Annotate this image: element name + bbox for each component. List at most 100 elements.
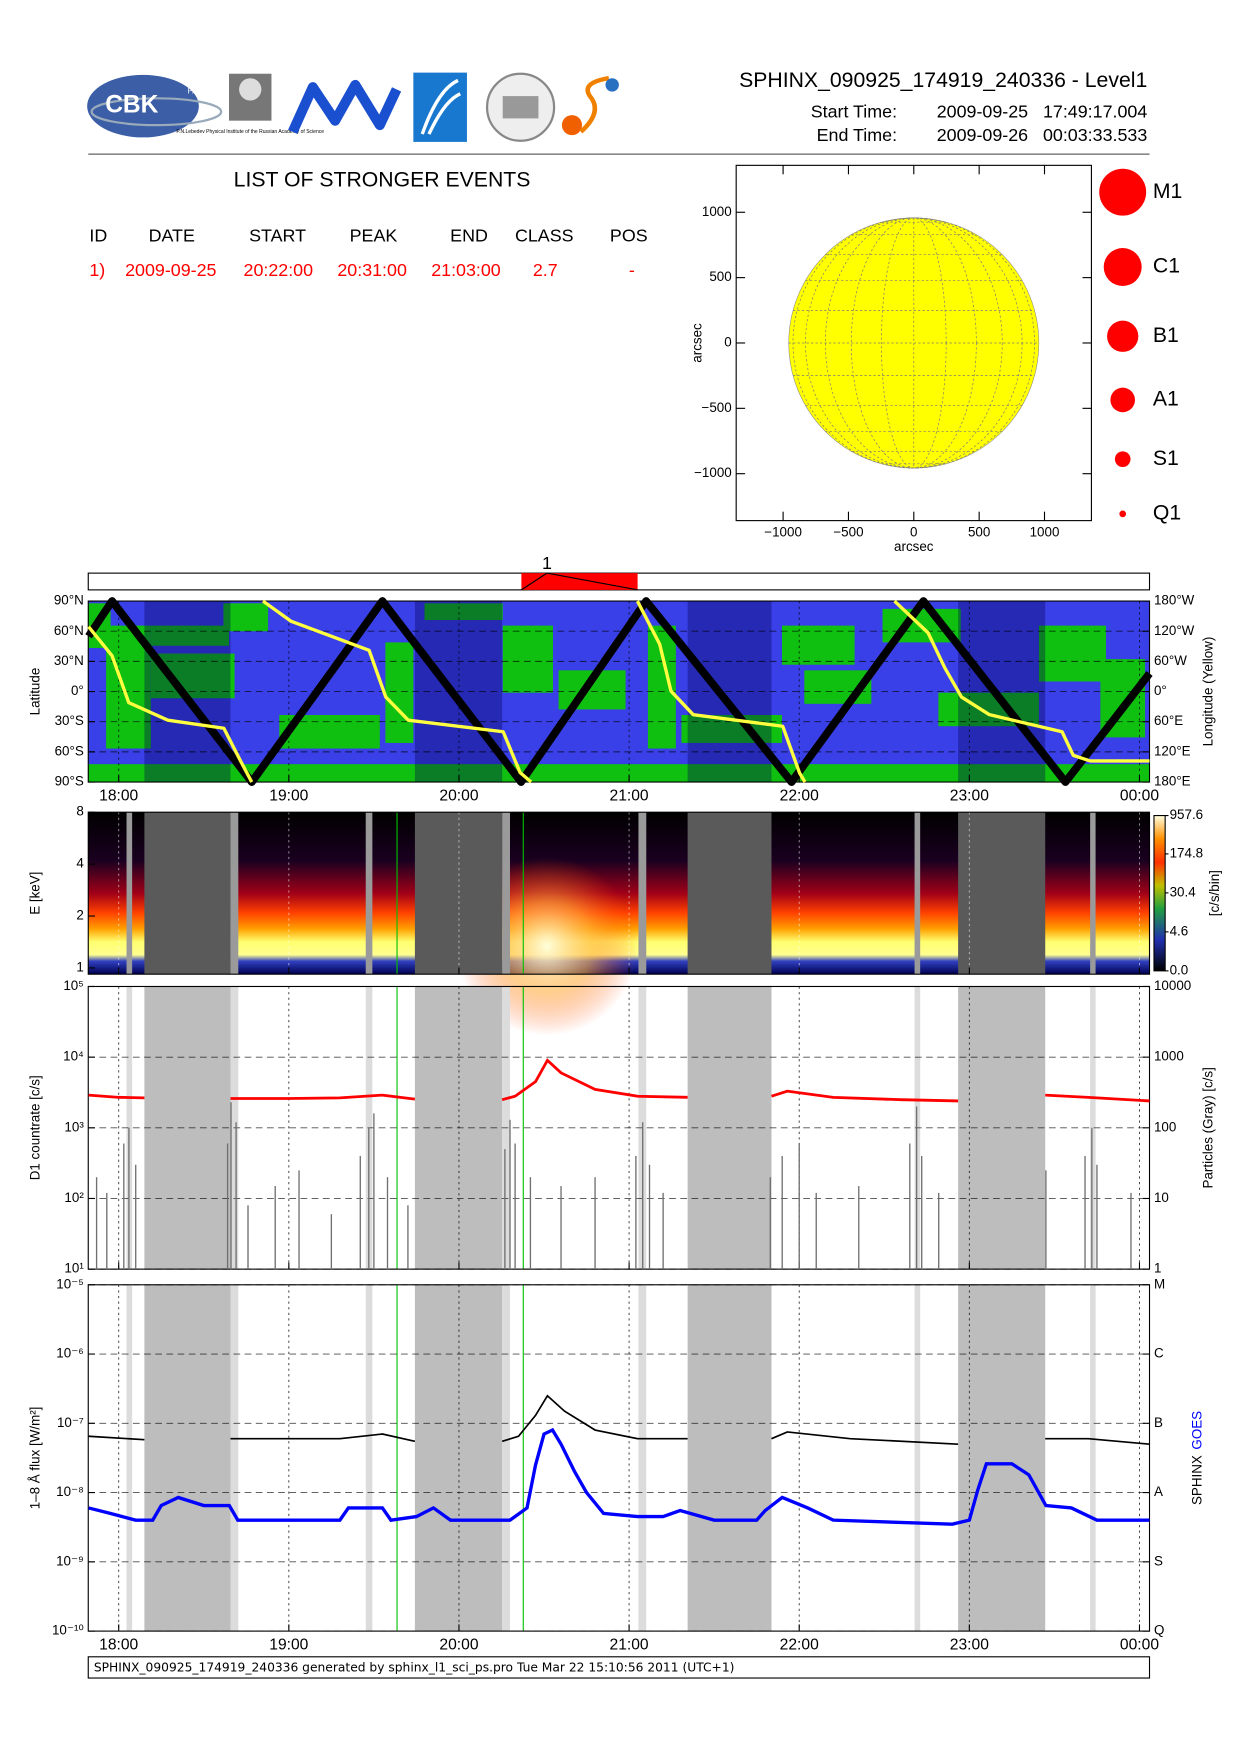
gap-band [502,1284,511,1632]
colorbar-label: 174.8 [1170,845,1204,860]
legend-label: A1 [1153,388,1179,411]
column-header: POS [610,226,648,246]
logo-square-mark [420,78,462,135]
event-cell: 1) [89,260,105,280]
gap-band [914,1284,921,1632]
y-tick-label: 2 [76,908,83,923]
x-tick-label: 00:00 [1120,788,1159,805]
x-tick-label: 21:00 [610,788,649,805]
y-tick-label: 10³ [64,1119,84,1134]
legend-entry: GOES [1189,1411,1204,1450]
logo-sun [561,115,583,136]
x-tick-label: 19:00 [269,1637,308,1654]
legend-label: Q1 [1153,502,1181,525]
y-tick-label: 10² [64,1190,84,1205]
event-cell: 21:03:00 [431,260,501,280]
region-patch [502,625,553,693]
eclipse-band [958,812,1046,975]
gap-band [230,812,239,975]
logo-mian [288,79,402,134]
region-patch [424,603,503,621]
gap-band [126,812,133,975]
report-title: SPHINX_090925_174919_240336 - Level1 [739,69,1147,92]
y2-tick-label: 120°E [1154,743,1191,758]
legend-symbol [1119,510,1127,518]
y-tick-label: 10⁻⁶ [56,1346,83,1361]
disk-grid [788,217,1039,469]
logo-text: CBK [105,92,158,119]
data-line [87,599,1150,784]
x-tick-label: 19:00 [269,788,308,805]
gap-band [914,812,921,975]
meridian [792,217,1035,469]
meridian [850,217,977,469]
legend-symbol [1114,451,1131,467]
gap-band [365,1284,373,1632]
y-tick-label: 10⁻⁸ [56,1484,84,1499]
y-tick-label: 0 [724,335,731,350]
colorbar [1153,814,1166,972]
end-value: 2009-09-26 00:03:33.533 [937,125,1148,145]
y-tick-label: 500 [709,269,731,284]
legend-label: S1 [1153,447,1179,470]
legend-label: B1 [1153,324,1179,347]
legend-symbol [1107,320,1139,352]
y-tick-label: 30°N [54,653,84,668]
x-tick-label: 21:00 [610,1637,649,1654]
legend-symbol [1103,248,1142,287]
y2-tick-label: 0° [1154,683,1167,698]
column-header: START [249,226,306,246]
plot-frame [87,1284,1151,1632]
y2-tick-label: 120°W [1154,623,1195,638]
y-tick-label: −500 [702,400,732,415]
event-cell: - [629,260,635,280]
plot-frame [87,600,1151,783]
event-peak [521,572,638,591]
gap-band [638,1284,647,1632]
plot-frame [87,811,1151,975]
footer: SPHINX_090925_174919_240336 generated by… [94,1660,735,1674]
y-tick-label: 60°N [54,623,84,638]
region-patch [385,642,414,743]
y2-tick-label: 10 [1154,1190,1169,1205]
y2-tick-label: 180°E [1154,774,1191,789]
gap-band [502,812,511,975]
logo-institute: P.N.Lebedev Physical Institute of the Ru… [176,129,324,135]
eclipse-band [958,1284,1046,1632]
y-tick-label: 10⁻⁷ [57,1415,84,1430]
column-header: PEAK [350,226,398,246]
y-tick-label: −1000 [694,465,732,480]
gap-band [126,1284,133,1632]
region-patch [781,625,855,665]
y-tick-label: 90°N [54,593,84,608]
y2-tick-label: 60°E [1154,713,1183,728]
data-line [88,1394,1150,1445]
colorbar-label: 4.6 [1170,923,1189,938]
data-line [88,1427,1150,1526]
y2-tick-label: 60°W [1154,653,1187,668]
x-tick-label: 0 [910,524,917,539]
logo-s [579,75,610,134]
eclipse-band [144,812,231,975]
y-tick-label: 10⁵ [63,978,83,993]
y-tick-label: 10⁴ [63,1049,84,1064]
x-tick-label: 20:00 [439,788,478,805]
y-tick-label: 1000 [702,204,732,219]
y2-tick-label: 1000 [1154,1049,1184,1064]
gap-band [230,1284,239,1632]
x-tick-label: 500 [968,524,990,539]
x-tick-label: 00:00 [1120,1637,1159,1654]
colorbar-label: 957.6 [1170,807,1204,822]
plot-frame [87,985,1151,1270]
legend-label: C1 [1153,255,1180,278]
event-cell: 20:22:00 [244,260,314,280]
gap-band [1090,1284,1096,1632]
legend-entry: SPHINX [1189,1455,1204,1505]
gap-band [365,812,373,975]
eclipse-band [687,812,772,975]
x-tick-label: −500 [833,524,863,539]
x-tick-label: −1000 [764,524,802,539]
x-axis-label: arcsec [894,539,934,554]
y2-tick-label: S [1154,1553,1163,1568]
